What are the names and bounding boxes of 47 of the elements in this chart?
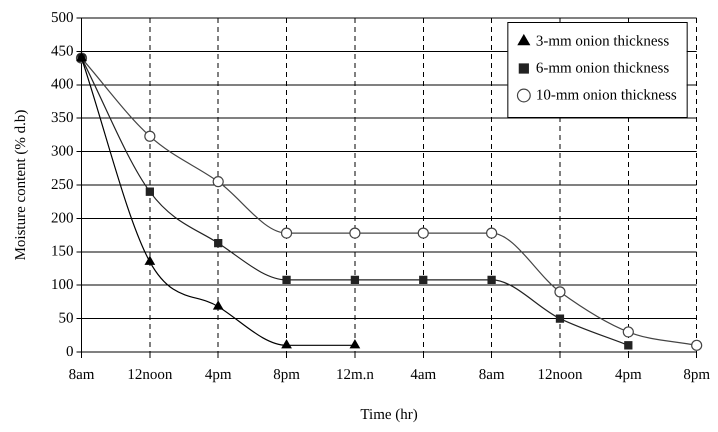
- y-tick-label: 200: [51, 210, 74, 226]
- x-tick-label: 12noon: [127, 366, 173, 383]
- x-tick-label: 8am: [478, 366, 505, 383]
- point: [212, 176, 224, 188]
- point: [554, 286, 566, 298]
- point: [144, 130, 156, 142]
- point: [213, 300, 224, 310]
- x-tick-label: 12m.n: [336, 366, 374, 383]
- point: [691, 340, 702, 351]
- y-tick-label: 250: [51, 176, 74, 193]
- x-tick-label: 4pm: [614, 366, 642, 383]
- y-tick-label: 50: [58, 310, 74, 327]
- point: [624, 341, 632, 350]
- y-tick-label: 150: [51, 244, 74, 260]
- y-tick-label: 400: [51, 76, 74, 93]
- y-tick-label: 350: [51, 110, 74, 126]
- point: [486, 227, 498, 239]
- point: [622, 326, 634, 338]
- point: [419, 276, 428, 284]
- x-tick-label: 4pm: [204, 366, 232, 383]
- legend-label: 3-mm onion thickness: [536, 33, 670, 50]
- y-tick-label: 300: [51, 144, 74, 160]
- legend-label: 10-mm onion thickness: [536, 87, 677, 104]
- point: [418, 227, 429, 239]
- x-tick-label: 8pm: [683, 366, 710, 383]
- y-tick-label: 450: [51, 43, 74, 60]
- x-tick-label: 4am: [410, 366, 437, 383]
- legend-label: 6-mm onion thickness: [536, 60, 670, 76]
- point: [487, 276, 496, 284]
- x-tick-label: 8pm: [273, 366, 300, 383]
- point: [350, 276, 360, 284]
- point: [214, 238, 222, 248]
- y-tick-label: 0: [66, 344, 74, 360]
- x-tick-label: 8am: [68, 366, 95, 383]
- point: [282, 276, 291, 284]
- point: [556, 314, 564, 323]
- y-tick-label: 500: [51, 10, 74, 26]
- point: [146, 188, 154, 196]
- point: [144, 256, 155, 265]
- x-axis-title: Time (hr): [360, 406, 418, 423]
- point: [349, 227, 361, 239]
- point: [282, 340, 292, 348]
- x-tick-label: 12noon: [537, 366, 583, 383]
- point: [280, 227, 292, 239]
- y-tick-label: 100: [51, 277, 74, 294]
- point: [350, 340, 360, 348]
- y-axis-title: Moisture content (% d.b): [12, 110, 29, 260]
